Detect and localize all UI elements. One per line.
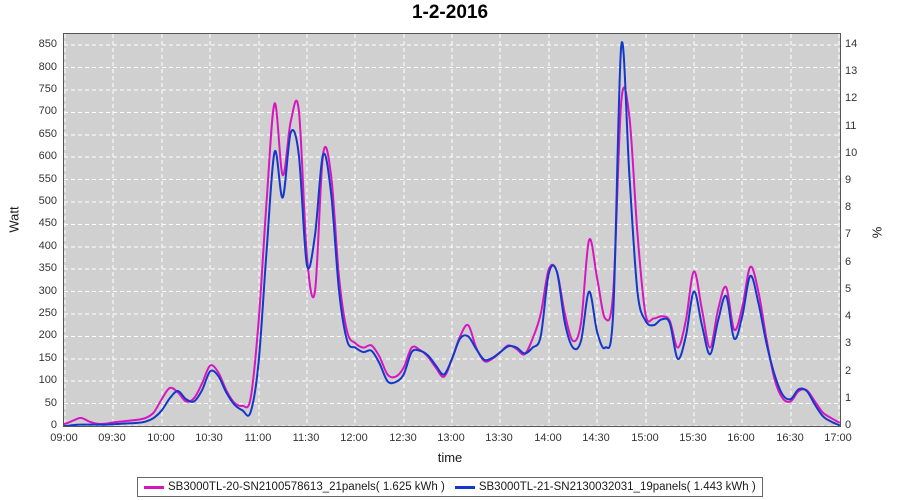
x-axis-tick-label: 17:00	[824, 432, 852, 444]
x-axis-tick-label: 15:30	[679, 432, 707, 444]
x-axis-title: time	[437, 450, 463, 465]
y-axis-left-tick-label: 150	[38, 351, 57, 364]
x-axis-tick-label: 09:30	[98, 432, 126, 444]
y-axis-left-tick-label: 200	[38, 329, 57, 342]
x-axis-tick-label: 13:30	[485, 432, 513, 444]
legend-entry-2[interactable]: SB3000TL-21-SN2130032031_19panels( 1.443…	[454, 481, 756, 493]
x-axis-tick-label: 10:30	[195, 432, 223, 444]
chart-title: 1-2-2016	[411, 2, 489, 23]
y-axis-left-tick-label: 500	[38, 195, 57, 207]
legend-swatch-icon	[144, 485, 164, 489]
y-axis-right-tick-label: 3	[845, 337, 852, 350]
y-axis-left-tick-label: 600	[38, 150, 57, 163]
y-axis-right-tick-label: 6	[845, 255, 852, 268]
plot-area	[63, 33, 841, 427]
plot-canvas	[64, 34, 840, 426]
y-axis-right-tick-label: 8	[845, 201, 852, 214]
y-axis-left-tick-label: 750	[38, 83, 57, 95]
series-lines	[64, 41, 840, 426]
y-axis-left-tick-label: 550	[38, 172, 57, 185]
y-axis-left-tick-label: 50	[44, 396, 57, 409]
gridlines-vertical	[64, 34, 840, 426]
x-axis-tick-label: 11:30	[292, 432, 320, 444]
y-axis-left-tick-label: 0	[50, 419, 57, 431]
y-axis-left-tick-label: 450	[38, 217, 57, 230]
x-axis-tick-label: 12:00	[340, 432, 368, 444]
y-axis-right-tick-label: 12	[845, 92, 858, 105]
y-axis-right-tick-label: 11	[845, 119, 857, 132]
legend-entry-1[interactable]: SB3000TL-20-SN2100578613_21panels( 1.625…	[144, 481, 445, 493]
y-axis-right-tick-label: 10	[845, 146, 858, 159]
x-axis-tick-label: 09:00	[50, 432, 78, 444]
x-axis-tick-label: 14:00	[534, 432, 562, 444]
y-axis-right-tick-label: 2	[845, 364, 852, 377]
y-axis-right-tick-label: 14	[845, 37, 858, 50]
legend-swatch-icon	[454, 485, 475, 489]
y-axis-left-title: Watt	[6, 206, 22, 233]
y-axis-left-tick-label: 250	[38, 307, 57, 319]
y-axis-left-ticks: 0 50 100 150 200 250 300 350 400 450 500 550 600 650 7…	[39, 0, 57, 500]
x-axis-tick-label: 15:00	[631, 432, 659, 444]
x-axis-tick-label: 16:30	[776, 432, 804, 444]
y-axis-right-tick-label: 9	[845, 174, 852, 186]
y-axis-right-tick-label: 1	[845, 391, 852, 404]
chart-legend: SB3000TL-20-SN2100578613_21panels( 1.625…	[137, 477, 763, 497]
y-axis-left-tick-label: 100	[38, 374, 57, 387]
y-axis-left-tick-label: 800	[38, 60, 57, 73]
gridlines-horizontal	[64, 44, 840, 426]
y-axis-right-tick-label: 7	[845, 228, 852, 241]
y-axis-left-tick-label: 350	[38, 262, 57, 275]
legend-label: SB3000TL-21-SN2130032031_19panels( 1.443…	[478, 481, 756, 493]
y-axis-right-title: %	[869, 226, 885, 239]
y-axis-right-tick-label: 0	[845, 419, 852, 431]
series-line-1	[64, 86, 840, 425]
legend-label: SB3000TL-20-SN2100578613_21panels( 1.625…	[168, 481, 445, 493]
x-axis-tick-label: 10:00	[147, 432, 175, 444]
y-axis-left-tick-label: 700	[38, 105, 57, 118]
y-axis-left-tick-label: 650	[38, 127, 57, 140]
y-axis-right-tick-label: 4	[845, 310, 852, 323]
series-line-2	[64, 41, 840, 426]
y-axis-right-ticks: 0 1 2 3 4 5 6 7 8 9 10 11 12 13 14	[845, 0, 857, 500]
y-axis-left-tick-label: 300	[38, 284, 57, 297]
x-axis-tick-label: 12:30	[389, 432, 417, 444]
x-axis-tick-label: 14:30	[582, 432, 610, 444]
x-axis-tick-label: 11:00	[244, 432, 272, 444]
x-axis-tick-label: 13:00	[437, 432, 465, 444]
x-axis-tick-label: 16:00	[727, 432, 755, 444]
y-axis-right-tick-label: 5	[845, 282, 852, 295]
y-axis-right-tick-label: 13	[845, 65, 858, 78]
y-axis-left-tick-label: 400	[38, 239, 57, 252]
y-axis-left-tick-label: 850	[38, 38, 57, 51]
